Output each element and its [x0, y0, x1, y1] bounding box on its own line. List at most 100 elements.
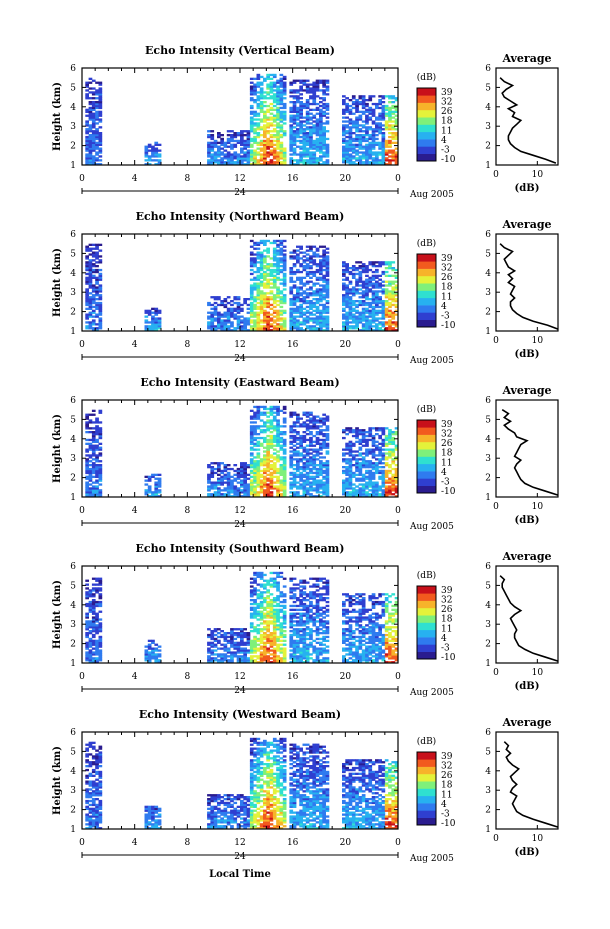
heatmap-cell: [88, 325, 93, 328]
heatmap-cell: [322, 85, 326, 88]
heatmap-cell: [319, 97, 323, 100]
heatmap-cell: [375, 153, 379, 156]
heatmap-cell: [322, 153, 326, 156]
heatmap-cell: [91, 159, 96, 162]
heatmap-cell: [325, 450, 330, 453]
heatmap-cell: [217, 141, 221, 144]
heatmap-cell: [305, 311, 310, 314]
heatmap-cell: [88, 639, 93, 642]
heatmap-cell: [243, 469, 247, 473]
heatmap-cell: [263, 438, 267, 442]
x-tick-label: 12: [234, 174, 245, 184]
heatmap-cell: [309, 249, 313, 252]
heatmap-cell: [220, 303, 224, 307]
heatmap-cell: [226, 139, 231, 143]
heatmap-cell: [355, 450, 359, 453]
heatmap-cell: [358, 270, 363, 274]
heatmap-cell: [296, 413, 300, 416]
heatmap-cell: [276, 239, 280, 243]
heatmap-cell: [88, 413, 93, 416]
heatmap-cell: [233, 157, 238, 160]
heatmap-cell: [368, 137, 373, 141]
heatmap-cell: [272, 118, 277, 121]
heatmap-cell: [292, 89, 297, 92]
heatmap-cell: [375, 104, 379, 108]
heatmap-cell: [309, 294, 313, 297]
heatmap-cell: [365, 132, 369, 135]
heatmap-cell: [381, 106, 386, 110]
heatmap-cell: [325, 102, 330, 106]
heatmap-cell: [95, 614, 99, 617]
heatmap-cell: [272, 249, 277, 252]
heatmap-cell: [276, 253, 280, 256]
heatmap-cell: [266, 458, 270, 461]
heatmap-cell: [98, 95, 103, 98]
heatmap-cell: [246, 307, 251, 310]
heatmap-cell: [236, 311, 241, 314]
heatmap-cell: [342, 149, 346, 152]
heatmap-cell: [279, 130, 284, 133]
heatmap-cell: [207, 327, 211, 330]
heatmap-cell: [325, 292, 330, 295]
heatmap-cell: [299, 280, 303, 283]
heatmap-cell: [312, 128, 317, 131]
heatmap-cell: [269, 456, 274, 459]
heatmap-cell: [296, 327, 300, 330]
heatmap-cell: [151, 155, 155, 158]
heatmap-cell: [88, 606, 93, 609]
heatmap-cell: [299, 106, 303, 110]
heatmap-cell: [299, 466, 303, 469]
heatmap-cell: [220, 479, 224, 482]
heatmap-cell: [85, 645, 89, 648]
heatmap-cell: [236, 321, 241, 324]
heatmap-cell: [384, 270, 389, 274]
colorbar-tick-label: 11: [441, 292, 452, 302]
heatmap-cell: [98, 493, 103, 496]
heatmap-cell: [88, 454, 93, 457]
heatmap-cell: [230, 155, 234, 158]
heatmap-cell: [85, 632, 89, 635]
heatmap-cell: [243, 491, 247, 494]
heatmap-cell: [375, 294, 379, 297]
heatmap-cell: [342, 489, 346, 492]
heatmap-cell: [279, 91, 284, 94]
heatmap-cell: [381, 305, 386, 309]
heatmap-cell: [302, 329, 307, 332]
heatmap-cell: [391, 268, 396, 272]
heatmap-cell: [345, 157, 349, 160]
heatmap-cell: [368, 309, 373, 312]
heatmap-cell: [253, 307, 257, 310]
heatmap-cell: [207, 301, 211, 305]
heatmap-cell: [345, 303, 349, 307]
colorbar-segment: [417, 153, 436, 162]
heatmap-cell: [358, 296, 363, 299]
heatmap-cell: [315, 145, 320, 148]
heatmap-cell: [299, 442, 303, 445]
heatmap-cell: [154, 489, 159, 492]
heatmap-cell: [88, 139, 93, 143]
heatmap-cell: [266, 110, 270, 113]
heatmap-cell: [249, 268, 254, 272]
heatmap-cell: [263, 249, 267, 252]
heatmap-cell: [95, 460, 99, 463]
heatmap-cell: [309, 97, 313, 100]
heatmap-cell: [351, 132, 356, 135]
heatmap-cell: [388, 290, 392, 293]
heatmap-cell: [157, 483, 162, 486]
heatmap-cell: [368, 147, 373, 150]
heatmap-cell: [233, 485, 238, 488]
heatmap-cell: [342, 130, 346, 133]
heatmap-cell: [319, 444, 323, 447]
heatmap-cell: [299, 278, 303, 281]
heatmap-cell: [223, 464, 228, 467]
heatmap-cell: [279, 327, 284, 330]
heatmap-cell: [269, 407, 274, 411]
heatmap-cell: [249, 294, 254, 297]
heatmap-cell: [91, 147, 96, 150]
heatmap-cell: [365, 157, 369, 160]
heatmap-cell: [236, 327, 241, 330]
heatmap-cell: [299, 245, 303, 248]
heatmap-cell: [394, 137, 399, 141]
heatmap-cell: [217, 325, 221, 328]
heatmap-cell: [375, 311, 379, 314]
